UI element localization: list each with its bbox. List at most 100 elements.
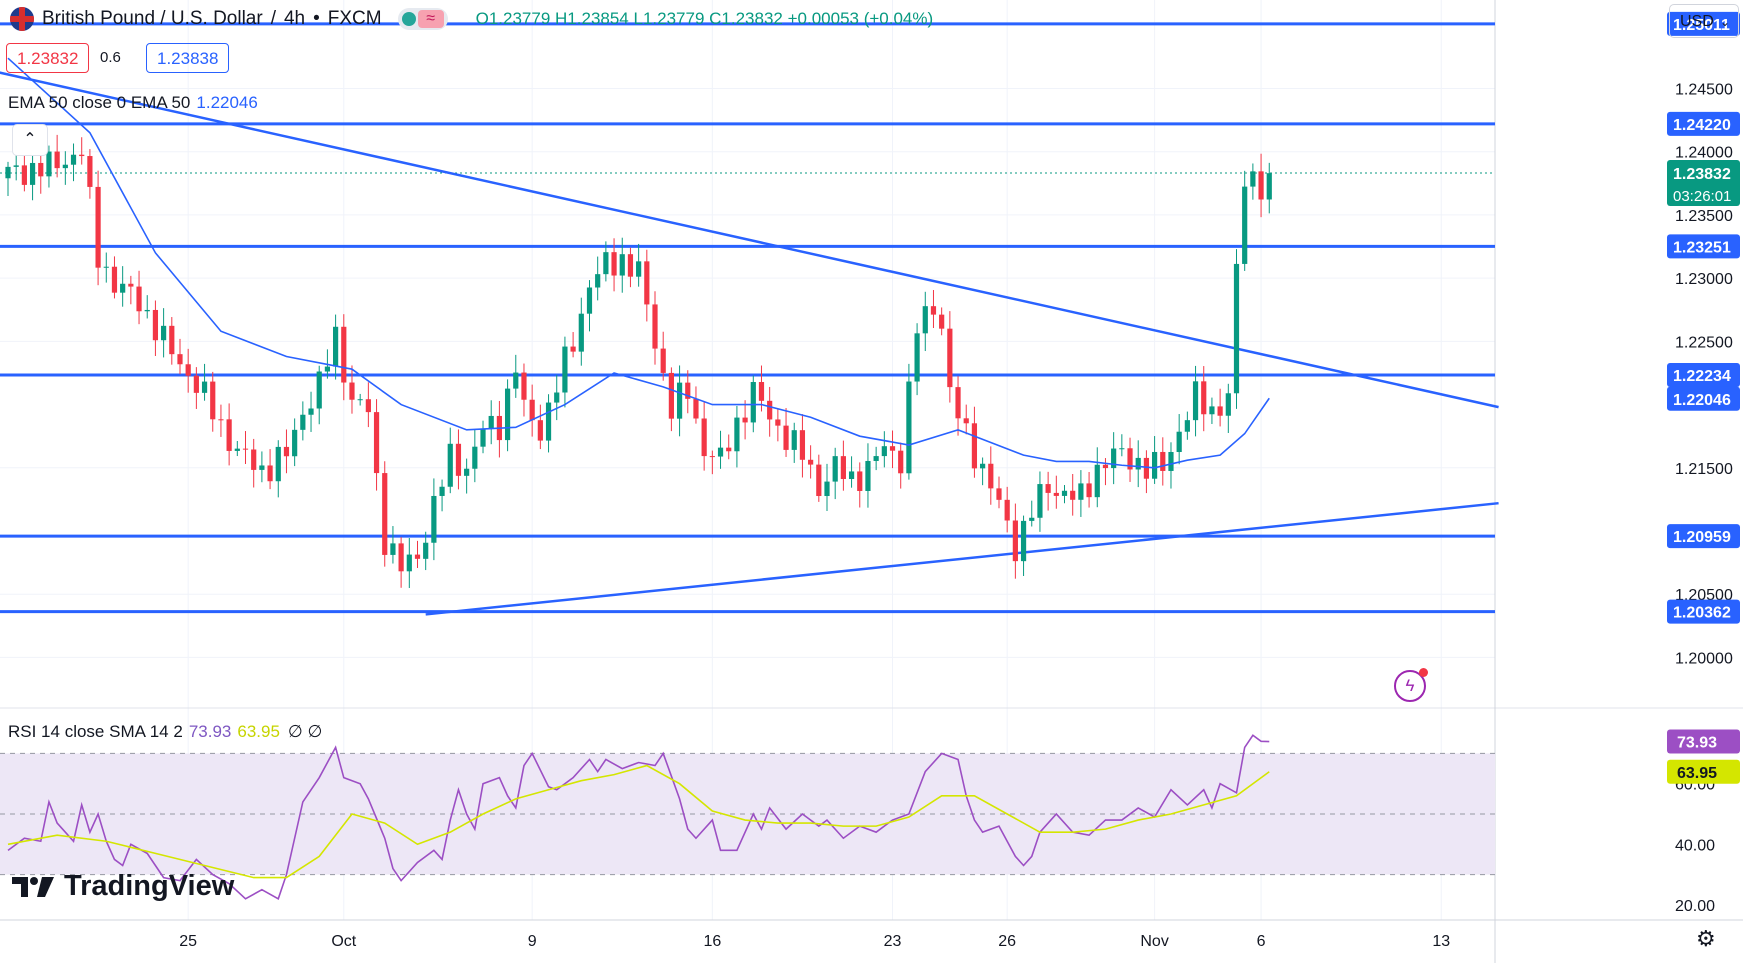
candle-body [242, 448, 249, 450]
trendlines[interactable] [0, 71, 1499, 616]
price-tick-label: 1.21500 [1675, 461, 1733, 478]
tradingview-logo-mark [12, 876, 54, 897]
candle-body [226, 419, 232, 451]
buy-price-button[interactable]: 1.23838 [146, 43, 230, 73]
ascending-trendline[interactable] [425, 501, 1499, 616]
rsi-value-tag [1667, 759, 1740, 784]
candle-body [1029, 517, 1035, 521]
price-tick-label: 1.20000 [1675, 650, 1733, 667]
collapse-chevron-icon[interactable]: ⌃ [12, 124, 48, 156]
candle-body [1201, 381, 1207, 415]
candle-body [1160, 451, 1166, 471]
candle-body [38, 162, 44, 177]
candle-body [218, 419, 224, 421]
candle-body [201, 381, 208, 393]
candle-body [660, 348, 666, 373]
candle-body [357, 399, 363, 401]
candle-body [398, 543, 404, 572]
market-open-icon[interactable]: ≈ [397, 8, 448, 30]
horizontal-levels[interactable] [0, 22, 1495, 614]
sell-price-button[interactable]: 1.23832 [6, 43, 90, 73]
time-tick-label: 25 [179, 933, 197, 950]
candle-body [1078, 483, 1084, 500]
candle-body [709, 456, 715, 458]
last-price-tag-text: 1.23832 [1673, 166, 1731, 183]
rsi-sma-line [7, 764, 1270, 879]
interval[interactable]: 4h [283, 8, 306, 29]
candle-body [87, 156, 93, 187]
candle-body [1037, 484, 1043, 518]
candle-body [758, 382, 765, 401]
candle-body [529, 399, 535, 421]
rsi-legend-value: 73.93 [188, 722, 232, 741]
candle-body [1242, 186, 1248, 264]
candle-body [988, 463, 994, 489]
candle-body [431, 495, 437, 543]
candle-body [1086, 483, 1092, 498]
ema-50-line [7, 57, 1270, 469]
candle-body [668, 372, 674, 419]
gear-icon[interactable]: ⚙ [1696, 926, 1716, 951]
candle-body [1266, 173, 1272, 200]
candle-body [349, 382, 355, 400]
candle-body [693, 398, 699, 419]
candle-body [1004, 499, 1010, 521]
tradingview-logo[interactable]: TradingView [12, 870, 234, 903]
candle-body [251, 449, 257, 470]
candle-body [373, 412, 380, 474]
candle-body [1111, 448, 1117, 469]
candle-body [46, 151, 52, 177]
candle-body [1217, 406, 1223, 416]
candle-body [177, 354, 183, 365]
candle-body [930, 306, 937, 315]
candle-body [652, 304, 658, 349]
candle-body [193, 375, 199, 393]
candle-body [1127, 448, 1133, 470]
candle-body [881, 446, 887, 457]
rsi-legend[interactable]: RSI 14 close SMA 14 2 73.93 63.95 ∅ ∅ [8, 722, 322, 742]
descending-trendline[interactable] [0, 71, 1499, 409]
candle-body [627, 254, 634, 277]
rsi-tick-label: 20.00 [1675, 898, 1715, 915]
candle-body [95, 186, 101, 268]
rsi-line [7, 734, 1270, 900]
price-tick-label: 1.23000 [1675, 271, 1733, 288]
candle-body [996, 488, 1002, 500]
candle-body [1053, 492, 1059, 496]
candle-body [947, 328, 953, 388]
lightning-icon[interactable]: ϟ [1394, 668, 1428, 702]
candle-body [120, 283, 126, 293]
candle-body [1233, 263, 1240, 394]
candle-body [848, 471, 855, 480]
candle-body [283, 446, 290, 457]
level-price-tag [1667, 524, 1740, 549]
level-price-tag-text: 1.25011 [1673, 17, 1730, 34]
candle-body [300, 414, 306, 430]
ohlc-values: O1.23779 H1.23854 L1.23779 C1.23832 +0.0… [476, 9, 934, 29]
candle-body [308, 408, 314, 415]
candle-body [1020, 520, 1027, 562]
currency-select[interactable]: USD ⌄ [1669, 4, 1739, 38]
change-value: +0.00053 (+0.04%) [787, 9, 934, 28]
level-price-tag-text: 1.24220 [1673, 117, 1731, 134]
symbol-name[interactable]: British Pound / U.S. Dollar [42, 8, 263, 29]
ema-price-tag [1667, 386, 1740, 411]
candle-body [701, 418, 707, 457]
candle-body [1102, 464, 1109, 469]
candle-body [1143, 457, 1150, 479]
time-tick-label: 16 [703, 933, 721, 950]
candle-body [152, 309, 159, 341]
high-value: H1.23854 [555, 9, 629, 28]
candle-body [488, 415, 494, 429]
candle-body [619, 254, 625, 276]
candle-body [980, 463, 986, 469]
candle-body [857, 471, 863, 491]
rsi-value-tag-text: 73.93 [1677, 735, 1717, 752]
rsi-lines [7, 734, 1270, 900]
candle-body [1176, 431, 1182, 453]
time-tick-label: 13 [1432, 933, 1450, 950]
candle-body [676, 382, 683, 419]
ema-legend[interactable]: EMA 50 close 0 EMA 50 1.22046 [8, 93, 258, 113]
candle-body [521, 372, 527, 400]
